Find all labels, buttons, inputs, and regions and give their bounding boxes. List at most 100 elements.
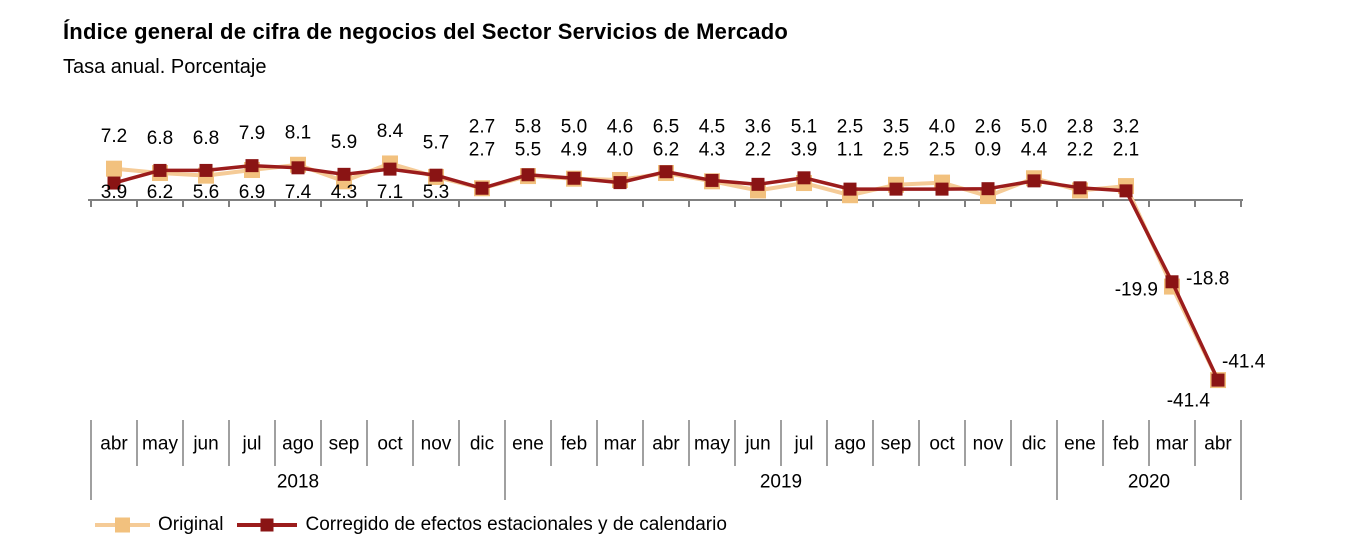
data-point-label: 5.7 xyxy=(423,133,449,154)
data-point-label: 5.0 xyxy=(1021,117,1047,138)
month-label: jun xyxy=(744,434,770,455)
legend-marker xyxy=(115,517,130,533)
data-point-label: 7.4 xyxy=(285,182,312,203)
month-label: mar xyxy=(1156,434,1189,455)
month-label: ago xyxy=(834,434,866,455)
month-label: sep xyxy=(881,434,912,455)
month-label: abr xyxy=(1204,434,1232,455)
data-point-label: 6.2 xyxy=(147,182,173,203)
series-corrected-marker xyxy=(1027,174,1041,188)
chart-subtitle: Tasa anual. Porcentaje xyxy=(63,56,267,78)
series-corrected-marker xyxy=(567,171,581,185)
data-point-label: 8.1 xyxy=(285,122,311,143)
month-label: nov xyxy=(973,434,1004,455)
chart-legend: Original Corregido de efectos estacional… xyxy=(95,512,727,538)
series-corrected-marker xyxy=(659,165,673,179)
month-label: may xyxy=(694,434,730,455)
month-label: abr xyxy=(100,434,128,455)
legend-marker xyxy=(260,518,274,532)
data-point-label: 4.0 xyxy=(607,140,633,161)
month-label: jul xyxy=(241,434,261,455)
month-label: dic xyxy=(1022,434,1046,455)
series-corrected-marker xyxy=(107,176,121,190)
corrected-series-swatch-icon xyxy=(237,518,298,532)
year-label: 2018 xyxy=(277,472,319,493)
data-point-label: -41.4 xyxy=(1167,391,1211,412)
data-point-label: 4.9 xyxy=(561,140,587,161)
series-corrected-marker xyxy=(1165,275,1179,289)
month-label: ene xyxy=(1064,434,1096,455)
series-original-line xyxy=(113,161,1220,381)
month-label: ago xyxy=(282,434,314,455)
series-corrected-marker xyxy=(613,176,627,190)
data-point-label: 2.7 xyxy=(469,117,495,138)
data-point-label: 4.3 xyxy=(331,182,357,203)
series-corrected-marker xyxy=(383,162,397,176)
month-label: may xyxy=(142,434,178,455)
data-point-label: 7.9 xyxy=(239,123,265,144)
data-point-label: 1.1 xyxy=(837,140,863,161)
data-point-label: 5.8 xyxy=(515,117,541,138)
series-corrected-marker xyxy=(429,168,443,182)
legend-item-corrected: Corregido de efectos estacionales y de c… xyxy=(237,512,727,538)
data-point-label: 3.9 xyxy=(791,140,817,161)
series-corrected-marker xyxy=(981,182,995,196)
series-corrected-marker xyxy=(521,168,535,182)
data-point-label: 8.4 xyxy=(377,121,404,142)
series-corrected-marker xyxy=(337,167,351,181)
month-label: oct xyxy=(929,434,955,455)
data-point-label: 2.1 xyxy=(1113,140,1139,161)
series-corrected-marker xyxy=(1119,184,1133,198)
data-point-label: 4.3 xyxy=(699,140,725,161)
legend-item-original: Original xyxy=(95,512,223,538)
data-point-label: 5.9 xyxy=(331,132,357,153)
month-label: jul xyxy=(793,434,813,455)
data-point-label: 2.5 xyxy=(929,140,955,161)
data-point-label: 5.6 xyxy=(193,182,219,203)
month-label: nov xyxy=(421,434,452,455)
data-point-label: 6.8 xyxy=(193,128,219,149)
data-point-label: 2.2 xyxy=(1067,140,1093,161)
data-point-label: 2.5 xyxy=(837,117,863,138)
series-corrected-marker xyxy=(199,163,213,177)
series-corrected-marker xyxy=(291,161,305,175)
data-point-label: -19.9 xyxy=(1115,280,1158,301)
series-corrected-marker xyxy=(889,182,903,196)
month-label: oct xyxy=(377,434,403,455)
series-corrected-marker xyxy=(751,177,765,191)
data-point-label: 2.5 xyxy=(883,140,909,161)
data-point-label: 4.6 xyxy=(607,117,633,138)
series-corrected-line xyxy=(113,163,1220,381)
month-label: sep xyxy=(329,434,360,455)
data-point-label: 7.1 xyxy=(377,182,403,203)
data-point-label: 2.8 xyxy=(1067,117,1093,138)
month-label: ene xyxy=(512,434,544,455)
data-point-label: 7.2 xyxy=(101,126,127,147)
chart-title: Índice general de cifra de negocios del … xyxy=(63,19,788,44)
legend-label-corrected: Corregido de efectos estacionales y de c… xyxy=(305,514,727,535)
data-point-label: 0.9 xyxy=(975,140,1001,161)
data-point-label: 2.6 xyxy=(975,117,1001,138)
data-point-label: 6.8 xyxy=(147,128,173,149)
data-point-label: 3.2 xyxy=(1113,117,1139,138)
data-point-label: 4.0 xyxy=(929,117,955,138)
series-corrected-marker xyxy=(245,159,259,173)
data-point-label: 5.5 xyxy=(515,140,541,161)
month-label: dic xyxy=(470,434,494,455)
year-label: 2020 xyxy=(1128,472,1170,493)
data-point-label: 3.5 xyxy=(883,117,909,138)
year-label: 2019 xyxy=(760,472,802,493)
data-point-label: 2.2 xyxy=(745,140,771,161)
data-point-label: 4.4 xyxy=(1021,140,1048,161)
month-label: jun xyxy=(192,434,218,455)
series-corrected-marker xyxy=(843,182,857,196)
series-corrected-marker xyxy=(935,182,949,196)
series-corrected-marker xyxy=(475,181,489,195)
series-corrected-marker xyxy=(705,173,719,187)
month-label: feb xyxy=(1113,434,1139,455)
series-corrected-marker xyxy=(153,163,167,177)
month-label: abr xyxy=(652,434,680,455)
data-point-label: 6.9 xyxy=(239,182,265,203)
